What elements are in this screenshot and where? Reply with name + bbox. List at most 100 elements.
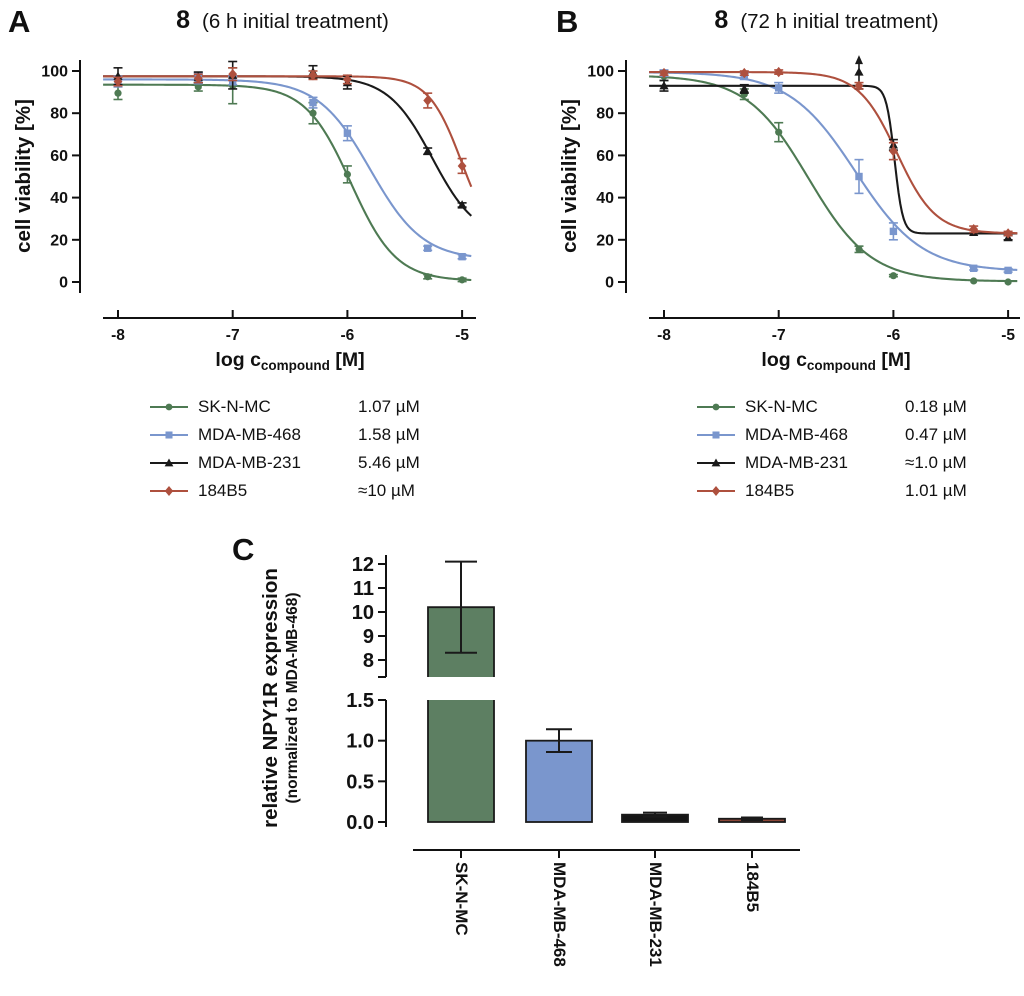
data-point-diamond [659, 67, 669, 79]
legend-marker [711, 458, 721, 467]
legend-marker [165, 431, 173, 439]
diamond-marker-icon [697, 486, 735, 496]
cell-line-name: MDA-MB-468 [745, 425, 848, 444]
x-axis-title: log ccompound [M] [215, 349, 364, 373]
legend-row-MDA-MB-231: MDA-MB-231 5.46 µM [148, 449, 420, 477]
y-axis-title: cell viability [%] [12, 99, 35, 253]
fit-curve [649, 71, 1018, 271]
legend-row-MDA-MB-468: MDA-MB-468 1.58 µM [148, 421, 420, 449]
ic50-value: ≈10 µM [358, 481, 415, 500]
y-tick-label: 60 [596, 148, 614, 165]
legend-row-184B5: 184B5 ≈10 µM [148, 477, 420, 505]
data-point-diamond [889, 145, 898, 157]
y-axis-title: cell viability [%] [558, 99, 581, 253]
bar [525, 739, 593, 823]
points-MDA-MB-231 [659, 55, 1013, 242]
y-tick-label: 1.0 [346, 731, 374, 753]
diamond-marker-icon [150, 486, 188, 496]
category-label-MDA-MB-231: MDA-MB-231 [646, 862, 665, 967]
data-point-circle [1004, 278, 1012, 286]
y-tick-label: 20 [50, 232, 68, 249]
legend-row-MDA-MB-231: MDA-MB-231 ≈1.0 µM [695, 449, 967, 477]
y-axis-lower-segment: 0.0 0.5 1.0 1.5 [346, 690, 387, 834]
points-184B5 [659, 66, 1013, 239]
data-point-square [309, 98, 317, 107]
panel-a-label: A [8, 4, 31, 39]
y-tick-label: 1.5 [346, 690, 374, 712]
compound-number: 8 [176, 6, 191, 34]
legend-marker [711, 486, 721, 496]
fit-curve [649, 84, 1018, 235]
x-tick-label: -7 [772, 327, 786, 344]
y-tick-label: 0 [59, 275, 68, 292]
x-tick-label: -5 [455, 327, 469, 344]
square-marker-icon [697, 431, 735, 439]
x-tick-label: -6 [341, 327, 355, 344]
dose-response-plot-b: cell viability [%] log ccompound [M] 0 20… [558, 55, 1020, 373]
series-184B5 [103, 75, 473, 188]
triangle-marker-icon [697, 458, 735, 467]
series-MDA-MB-231 [103, 75, 473, 217]
series-SK-N-MC [103, 83, 472, 282]
panel-a-title: 8 (6 h initial treatment) [80, 6, 485, 35]
y-tick-label: 100 [587, 64, 614, 81]
data-point-circle [775, 128, 783, 136]
category-label-MDA-MB-468: MDA-MB-468 [550, 862, 569, 967]
x-axis-title-sub: compound [261, 358, 330, 373]
data-point-triangle [659, 80, 669, 90]
y-tick-label: 11 [353, 578, 374, 600]
y-tick-label: 60 [50, 148, 68, 165]
ic50-value: 1.01 µM [905, 481, 967, 500]
y-tick-label: 0 [605, 275, 614, 292]
treatment-time: (6 h initial treatment) [202, 10, 389, 33]
ic50-value: 5.46 µM [358, 453, 420, 472]
y-tick-label: 8 [363, 650, 374, 672]
bar-chart-npy1r-expression: relative NPY1R expression (normalized to… [259, 554, 800, 967]
data-point-diamond [739, 67, 749, 79]
cell-line-name: MDA-MB-468 [198, 425, 301, 444]
points-MDA-MB-468 [659, 69, 1013, 275]
fit-curve [103, 75, 473, 188]
data-point-square [775, 84, 783, 92]
legend-marker [165, 403, 173, 411]
legend-marker [164, 486, 174, 496]
x-tick-label: -5 [1001, 327, 1015, 344]
data-point-square [889, 227, 898, 236]
legend-row-184B5: 184B5 1.01 µM [695, 477, 967, 505]
series-MDA-MB-468 [649, 71, 1018, 271]
y-tick-label: 9 [363, 626, 374, 648]
y-tick-label: 10 [352, 602, 374, 624]
data-point-diamond [308, 70, 318, 81]
y-tick-label: 40 [50, 190, 68, 207]
y-tick-label: 20 [596, 232, 614, 249]
y-tick-label: 80 [50, 106, 68, 123]
bar-SK-N-MC [427, 560, 495, 823]
data-point-circle [194, 83, 202, 91]
bar-184B5 [718, 816, 786, 823]
cell-line-name: MDA-MB-231 [198, 453, 301, 472]
category-label-184B5: 184B5 [743, 862, 762, 912]
data-point-circle [424, 273, 432, 281]
legend-marker [712, 431, 720, 439]
data-point-square [343, 129, 352, 137]
points-SK-N-MC [113, 67, 467, 284]
data-point-circle [855, 245, 863, 253]
data-point-square [855, 172, 863, 181]
category-axis: SK-N-MC MDA-MB-468 MDA-MB-231 184B5 [413, 849, 800, 967]
x-axis-title: log ccompound [M] [761, 349, 910, 373]
series-184B5 [649, 71, 1018, 235]
dose-response-plot-a: cell viability [%] log ccompound [M] 0 20… [12, 60, 476, 373]
data-point-triangle [423, 146, 433, 155]
y-tick-label: 0.5 [346, 771, 374, 793]
data-point-triangle [739, 84, 749, 93]
ic50-value: 0.47 µM [905, 425, 967, 444]
legend-row-SK-N-MC: SK-N-MC 0.18 µM [695, 393, 967, 421]
series-MDA-MB-468 [103, 78, 472, 258]
data-point-diamond [193, 73, 203, 84]
category-label-SK-N-MC: SK-N-MC [452, 862, 471, 936]
bar-MDA-MB-468 [525, 728, 593, 823]
cell-line-name: MDA-MB-231 [745, 453, 848, 472]
cell-line-name: SK-N-MC [745, 397, 818, 416]
